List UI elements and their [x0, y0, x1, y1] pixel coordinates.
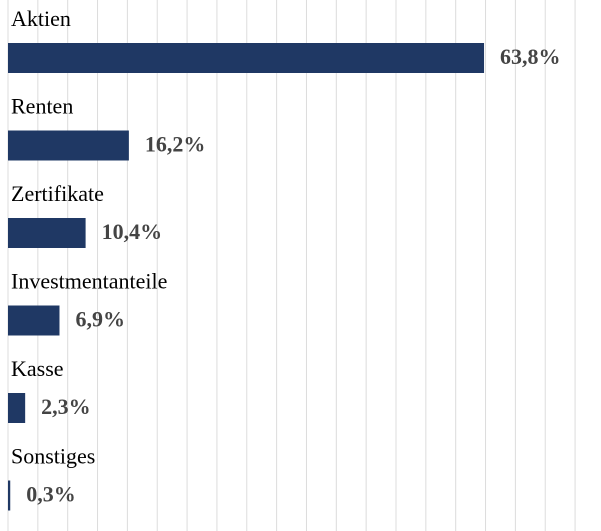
- value-label: 0,3%: [26, 482, 76, 507]
- category-label: Sonstiges: [11, 444, 95, 469]
- bar: [8, 43, 485, 73]
- bar: [8, 393, 26, 423]
- bar: [8, 305, 60, 336]
- value-label: 6,9%: [75, 307, 125, 332]
- value-label: 10,4%: [102, 219, 163, 244]
- value-label: 16,2%: [145, 132, 206, 157]
- bar: [8, 218, 86, 248]
- category-label: Aktien: [11, 6, 71, 31]
- value-label: 2,3%: [41, 394, 91, 419]
- category-label: Renten: [11, 94, 73, 119]
- bar: [8, 130, 129, 161]
- category-label: Investmentanteile: [11, 269, 167, 294]
- value-label: 63,8%: [500, 44, 561, 69]
- category-label: Zertifikate: [11, 181, 104, 206]
- bar: [8, 480, 11, 511]
- category-label: Kasse: [11, 356, 64, 381]
